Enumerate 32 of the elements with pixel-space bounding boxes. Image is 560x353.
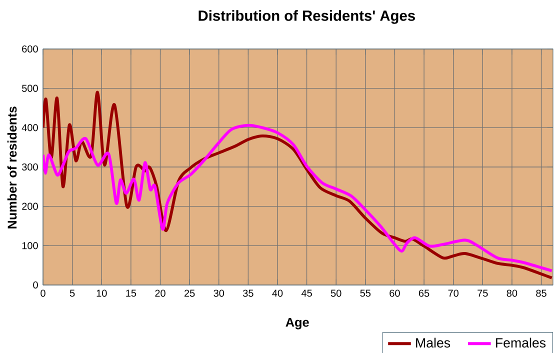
x-axis-title: Age	[286, 318, 309, 330]
line-series	[43, 90, 553, 280]
x-tick-label: 40	[272, 290, 283, 297]
x-tick-label: 60	[390, 290, 400, 297]
x-tick-label: 80	[506, 290, 518, 297]
x-tick-label: 15	[126, 290, 136, 297]
legend-label: Males	[416, 338, 450, 348]
x-tick-label: 5	[70, 290, 75, 297]
y-axis-title: Number of residents	[7, 106, 17, 228]
x-tick-label: 85	[536, 290, 546, 297]
y-tick-label: 600	[22, 45, 38, 53]
y-tick-label: 500	[22, 84, 38, 92]
x-tick-label: 25	[184, 290, 195, 297]
line-series	[43, 124, 553, 272]
y-tick-label: 400	[22, 124, 38, 132]
x-tick-label: 45	[301, 290, 312, 297]
x-tick-label: 65	[418, 290, 430, 297]
x-tick-label: 20	[155, 290, 166, 297]
x-tick-label: 70	[448, 290, 459, 297]
x-tick-label: 50	[330, 290, 342, 297]
chart-title: Distribution of Residents' Ages	[198, 10, 415, 24]
x-tick-label: 10	[96, 290, 107, 297]
x-tick-label: 30	[214, 290, 224, 297]
y-tick-label: 0	[33, 281, 38, 289]
x-tick-label: 75	[478, 290, 488, 297]
y-tick-label: 200	[22, 202, 38, 210]
x-tick-label: 0	[40, 290, 46, 297]
y-tick-label: 300	[22, 163, 38, 171]
x-tick-label: 55	[360, 290, 371, 297]
y-tick-label: 100	[22, 242, 38, 250]
x-tick-label: 35	[242, 290, 254, 297]
legend-label: Females	[496, 338, 546, 348]
